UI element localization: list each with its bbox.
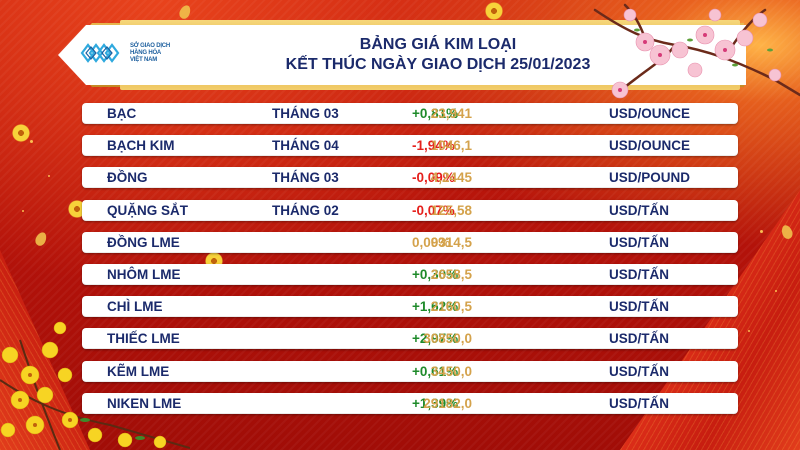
unit: USD/TẤN — [609, 395, 669, 411]
contract-month: THÁNG 03 — [272, 106, 339, 121]
metal-name: ĐỒNG — [107, 170, 148, 186]
contract-month: THÁNG 02 — [272, 202, 339, 218]
flower-decoration — [68, 200, 86, 218]
contract-month: THÁNG 04 — [272, 138, 339, 154]
logo: SỞ GIAO DỊCH HÀNG HÓA VIỆT NAM — [80, 40, 170, 66]
peach-blossom-icon — [593, 3, 800, 99]
unit: USD/POUND — [609, 170, 691, 186]
change-percent: +0,81% — [412, 106, 459, 121]
price: 125,58 — [430, 202, 472, 218]
unit: USD/OUNCE — [609, 106, 691, 121]
price: 23,941 — [430, 106, 472, 121]
table-row: BẠC THÁNG 03 +0,81% 23,941 USD/OUNCE — [82, 103, 738, 124]
table-row: CHÌ LME +1,62% 2160,5 USD/TẤN — [82, 296, 738, 318]
logo-line-3: VIỆT NAM — [130, 56, 158, 63]
metal-price-table: BẠC THÁNG 03 +0,81% 23,941 USD/OUNCE BẠC… — [82, 103, 738, 425]
table-row: KẼM LME +0,61% 3450,0 USD/TẤN — [82, 360, 738, 382]
change-percent: +1,39% — [412, 395, 459, 411]
page-title: BẢNG GIÁ KIM LOẠI KẾT THÚC NGÀY GIAO DỊC… — [238, 35, 638, 75]
price: 3450,0 — [430, 363, 472, 379]
metal-name: NHÔM LME — [107, 266, 181, 282]
unit: USD/TẤN — [609, 363, 669, 379]
unit: USD/OUNCE — [609, 138, 691, 154]
table-row: ĐỒNG THÁNG 03 -0,09% 4,2445 USD/POUND — [82, 167, 738, 189]
change-percent: -1,94% — [412, 138, 455, 154]
unit: USD/TẤN — [609, 299, 669, 315]
sparkle — [22, 210, 24, 212]
change-percent: +0,61% — [412, 363, 459, 379]
banner-panel: SỞ GIAO DỊCH HÀNG HÓA VIỆT NAM BẢNG GIÁ … — [58, 25, 746, 85]
contract-month: THÁNG 03 — [272, 170, 339, 186]
table-row: NHÔM LME +0,30% 2658,5 USD/TẤN — [82, 263, 738, 285]
change-percent: +0,30% — [412, 266, 459, 282]
price: 29182,0 — [423, 395, 472, 411]
metal-name: ĐỒNG LME — [107, 234, 180, 250]
price: 30850,0 — [423, 331, 472, 347]
header-banner: SỞ GIAO DỊCH HÀNG HÓA VIỆT NAM BẢNG GIÁ … — [58, 20, 748, 90]
title-line-2: KẾT THÚC NGÀY GIAO DỊCH 25/01/2023 — [285, 56, 591, 73]
sparkle — [775, 290, 777, 292]
metal-name: CHÌ LME — [107, 299, 163, 315]
change-percent: +2,97% — [412, 331, 459, 347]
sparkle — [760, 230, 763, 233]
metal-name: THIẾC LME — [107, 331, 180, 347]
petal-decoration — [33, 230, 49, 248]
table-row: THIẾC LME +2,97% 30850,0 USD/TẤN — [82, 328, 738, 350]
title-line-1: BẢNG GIÁ KIM LOẠI — [359, 36, 517, 53]
logo-text: SỞ GIAO DỊCH HÀNG HÓA VIỆT NAM — [130, 43, 170, 64]
unit: USD/TẤN — [609, 331, 669, 347]
table-row: QUẶNG SẮT THÁNG 02 -0,07% 125,58 USD/TẤN — [82, 199, 738, 221]
metal-name: BẠC — [107, 106, 137, 121]
change-percent: -0,07% — [412, 202, 455, 218]
petal-decoration — [177, 3, 193, 21]
sparkle — [48, 175, 50, 177]
change-percent: +1,62% — [412, 299, 459, 315]
price: 4,2445 — [430, 170, 472, 186]
vnx-logo-icon — [80, 43, 120, 63]
metal-name: BẠCH KIM — [107, 138, 175, 154]
apricot-blossom-icon — [0, 321, 190, 450]
price: 1046,1 — [430, 138, 472, 154]
change-percent: 0,00% — [412, 234, 451, 250]
sparkle — [748, 330, 750, 332]
sparkle — [30, 140, 33, 143]
price: 2160,5 — [430, 299, 472, 315]
change-percent: -0,09% — [412, 170, 455, 186]
price: 2658,5 — [430, 266, 472, 282]
metal-name: NIKEN LME — [107, 395, 182, 411]
flower-decoration — [485, 2, 503, 20]
table-row: BẠCH KIM THÁNG 04 -1,94% 1046,1 USD/OUNC… — [82, 135, 738, 157]
metal-name: KẼM LME — [107, 363, 170, 379]
flower-decoration — [12, 124, 30, 142]
price: 9314,5 — [430, 234, 472, 250]
table-row: ĐỒNG LME 0,00% 9314,5 USD/TẤN — [82, 231, 738, 253]
metal-name: QUẶNG SẮT — [107, 202, 188, 218]
unit: USD/TẤN — [609, 234, 669, 250]
logo-line-2: HÀNG HÓA — [130, 49, 162, 56]
unit: USD/TẤN — [609, 202, 669, 218]
logo-line-1: SỞ GIAO DỊCH — [130, 42, 171, 49]
table-row: NIKEN LME +1,39% 29182,0 USD/TẤN — [82, 392, 738, 414]
unit: USD/TẤN — [609, 266, 669, 282]
